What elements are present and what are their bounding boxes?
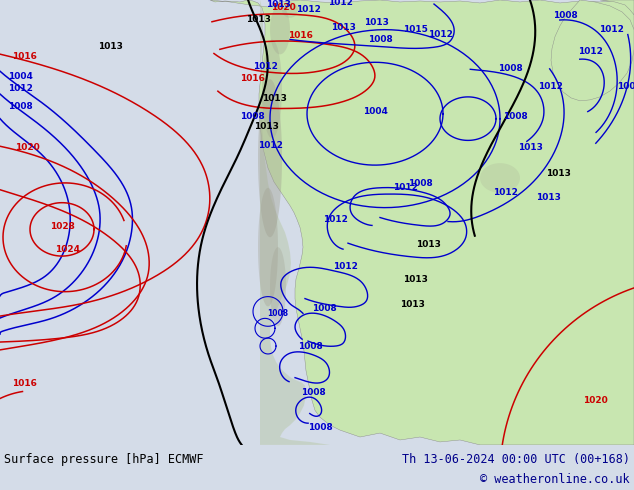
Text: 1008: 1008: [368, 34, 392, 44]
Text: Th 13-06-2024 00:00 UTC (00+168): Th 13-06-2024 00:00 UTC (00+168): [402, 453, 630, 466]
Text: 1008: 1008: [503, 112, 527, 121]
Text: 1012: 1012: [8, 84, 33, 93]
Text: 1012: 1012: [328, 0, 353, 7]
Text: 1008: 1008: [312, 304, 337, 314]
Text: 1024: 1024: [56, 245, 81, 254]
Polygon shape: [480, 163, 520, 193]
Polygon shape: [258, 188, 278, 306]
Text: 1020: 1020: [583, 396, 607, 405]
Text: 1013: 1013: [536, 193, 560, 202]
Text: 1016: 1016: [12, 379, 37, 388]
Text: 1012: 1012: [257, 141, 282, 150]
Text: 1012: 1012: [427, 29, 453, 39]
Text: 1013: 1013: [245, 15, 271, 24]
Text: 1012: 1012: [578, 48, 602, 56]
Text: 1008: 1008: [498, 64, 522, 73]
Text: 1020: 1020: [15, 143, 40, 152]
Text: 1008: 1008: [268, 309, 288, 318]
Text: 1013: 1013: [262, 94, 287, 103]
Text: 1008: 1008: [8, 102, 33, 111]
Text: 1013: 1013: [363, 18, 389, 27]
Text: Surface pressure [hPa] ECMWF: Surface pressure [hPa] ECMWF: [4, 453, 204, 466]
Polygon shape: [282, 2, 298, 18]
Text: 1008: 1008: [297, 342, 322, 351]
Text: 1012: 1012: [333, 262, 358, 271]
Text: 1016: 1016: [240, 74, 264, 83]
Text: 1008: 1008: [307, 423, 332, 432]
Polygon shape: [270, 5, 290, 54]
Polygon shape: [270, 247, 286, 326]
Polygon shape: [600, 0, 634, 15]
Text: 1013: 1013: [330, 23, 356, 32]
Text: 1013: 1013: [266, 0, 290, 9]
Text: 1013: 1013: [517, 143, 543, 152]
Text: 1015: 1015: [403, 24, 427, 34]
Text: 1012: 1012: [493, 188, 517, 197]
Text: 1020: 1020: [271, 3, 295, 12]
Text: 1013: 1013: [399, 299, 424, 309]
Text: 1008: 1008: [617, 82, 634, 91]
Text: 1012: 1012: [392, 183, 417, 192]
Polygon shape: [260, 0, 330, 445]
Text: 1016: 1016: [288, 30, 313, 40]
Text: 1016: 1016: [12, 52, 37, 61]
Text: 1008: 1008: [240, 112, 265, 121]
Text: © weatheronline.co.uk: © weatheronline.co.uk: [481, 473, 630, 487]
Text: 1012: 1012: [252, 62, 278, 71]
Polygon shape: [258, 79, 282, 237]
Text: 1012: 1012: [599, 24, 624, 34]
Text: 1008: 1008: [553, 11, 578, 20]
Polygon shape: [551, 0, 634, 101]
Text: 1008: 1008: [408, 179, 432, 188]
Text: 1013: 1013: [415, 240, 441, 249]
Text: 1013: 1013: [403, 275, 427, 284]
Text: 1012: 1012: [538, 82, 562, 91]
Text: 1012: 1012: [323, 216, 347, 224]
Text: 1013: 1013: [98, 43, 122, 51]
Polygon shape: [262, 40, 282, 138]
Text: 1012: 1012: [295, 5, 320, 14]
Polygon shape: [210, 0, 634, 445]
Text: 1013: 1013: [546, 169, 571, 178]
Text: 1013: 1013: [254, 122, 278, 130]
Text: 1008: 1008: [301, 389, 325, 397]
Text: 1004: 1004: [363, 107, 387, 116]
Text: 1028: 1028: [49, 222, 74, 231]
Text: 1004: 1004: [8, 72, 33, 81]
